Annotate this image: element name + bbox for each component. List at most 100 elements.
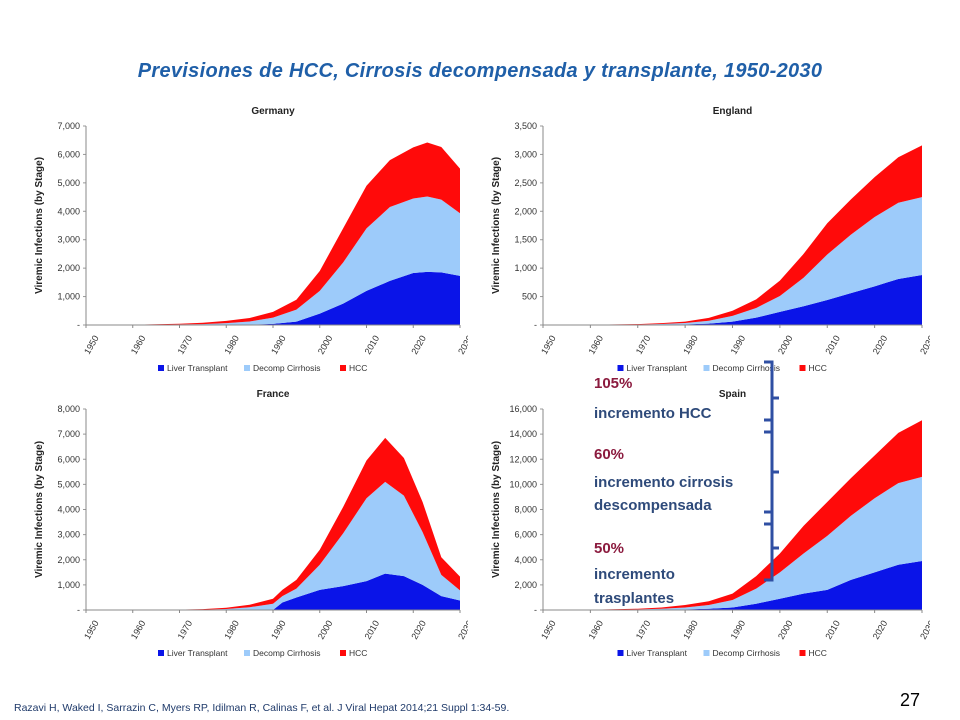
france-y-tick-label: 7,000: [57, 429, 80, 439]
france-y-tick-label: 3,000: [57, 530, 80, 540]
france-legend-swatch: [340, 650, 346, 656]
germany-y-tick-label: 4,000: [57, 206, 80, 216]
france-legend-swatch: [244, 650, 250, 656]
england-y-tick-label: 500: [522, 292, 537, 302]
germany-y-tick-label: 3,000: [57, 235, 80, 245]
hcc-increase-label: incremento HCC: [594, 405, 712, 422]
spain-area-decomp-cirrhosis: [543, 476, 922, 610]
france-legend-label: HCC: [349, 648, 367, 658]
england-y-axis-label: Viremic Infections (by Stage): [491, 157, 502, 294]
england-y-tick-label: 2,000: [514, 206, 537, 216]
spain-legend-label: Liver Transplant: [627, 648, 688, 658]
germany-legend-swatch: [244, 365, 250, 371]
spain-legend-swatch: [799, 650, 806, 656]
france-y-tick-label: 2,000: [57, 555, 80, 565]
france-y-tick-label: 1,000: [57, 580, 80, 590]
france-x-tick-label: 2030: [456, 619, 468, 641]
france-area-liver-transplant: [86, 573, 460, 610]
spain-legend-swatch: [703, 650, 710, 656]
spain-y-tick-label: 8,000: [514, 505, 537, 515]
germany-y-tick-label: 7,000: [57, 121, 80, 131]
chart-england: England Viremic Infections (by Stage) - 500…: [491, 106, 930, 373]
germany-legend-label: Decomp Cirrhosis: [253, 363, 321, 373]
germany-legend-label: Liver Transplant: [167, 363, 228, 373]
germany-y-tick-label: 1,000: [57, 292, 80, 302]
bracket-outer: [764, 360, 774, 582]
england-area-liver-transplant: [543, 274, 922, 325]
england-x-tick-label: 2030: [918, 334, 930, 356]
france-area-decomp-cirrhosis: [86, 481, 460, 610]
england-y-tick-label: -: [534, 320, 537, 330]
england-area-hcc: [543, 145, 922, 325]
france-legend-label: Decomp Cirrhosis: [253, 648, 321, 658]
france-y-tick-label: 5,000: [57, 479, 80, 489]
germany-y-tick-label: 5,000: [57, 178, 80, 188]
page-number: 27: [900, 690, 921, 710]
spain-legend-swatch: [617, 650, 624, 656]
france-y-axis-label: Viremic Infections (by Stage): [34, 441, 45, 578]
germany-area-liver-transplant: [86, 271, 460, 325]
spain-y-tick-label: 14,000: [509, 429, 537, 439]
cirrhosis-increase-label: incremento cirrosis: [594, 474, 734, 491]
germany-y-tick-label: 6,000: [57, 149, 80, 159]
spain-area-liver-transplant: [543, 561, 922, 610]
spain-area-hcc: [543, 420, 922, 610]
hcc-increase-percent: 105%: [594, 375, 633, 392]
chart-spain: Spain Viremic Infections (by Stage) - 2,000…: [491, 389, 930, 658]
chart-france: France Viremic Infections (by Stage) - 1,00…: [34, 389, 468, 658]
bracket-hcc-end: [764, 418, 774, 434]
germany-legend-swatch: [158, 365, 164, 371]
spain-y-tick-label: 6,000: [514, 530, 537, 540]
france-legend-label: Liver Transplant: [167, 648, 228, 658]
england-y-tick-label: 3,500: [514, 121, 537, 131]
cirrhosis-increase-percent: 60%: [594, 446, 625, 463]
england-legend-label: Liver Transplant: [627, 363, 688, 373]
england-legend-swatch: [617, 365, 624, 371]
spain-x-tick-label: 2030: [918, 619, 930, 641]
transplant-increase-label-2: trasplantes: [594, 590, 675, 607]
france-chart-title: France: [257, 389, 290, 400]
england-y-tick-label: 2,500: [514, 178, 537, 188]
spain-y-axis-label: Viremic Infections (by Stage): [491, 441, 502, 578]
france-y-tick-label: 6,000: [57, 454, 80, 464]
spain-legend-label: HCC: [809, 648, 827, 658]
england-legend-swatch: [799, 365, 806, 371]
germany-legend-swatch: [340, 365, 346, 371]
spain-y-tick-label: 12,000: [509, 454, 537, 464]
transplant-increase-percent: 50%: [594, 540, 625, 557]
spain-y-tick-label: 10,000: [509, 479, 537, 489]
england-legend-label: Decomp Cirrhosis: [713, 363, 781, 373]
germany-area-decomp-cirrhosis: [86, 196, 460, 325]
spain-y-tick-label: -: [534, 605, 537, 615]
spain-legend-label: Decomp Cirrhosis: [713, 648, 781, 658]
england-y-tick-label: 3,000: [514, 149, 537, 159]
germany-area-hcc: [86, 142, 460, 325]
germany-y-tick-label: 2,000: [57, 263, 80, 273]
france-y-tick-label: 8,000: [57, 404, 80, 414]
france-y-tick-label: -: [77, 605, 80, 615]
france-y-tick-label: 4,000: [57, 505, 80, 515]
transplant-increase-label: incremento: [594, 566, 675, 583]
germany-legend-label: HCC: [349, 363, 367, 373]
england-legend-label: HCC: [809, 363, 827, 373]
england-chart-title: England: [713, 106, 752, 117]
england-area-decomp-cirrhosis: [543, 197, 922, 325]
england-y-tick-label: 1,000: [514, 263, 537, 273]
citation-footer: Razavi H, Waked I, Sarrazin C, Myers RP,…: [14, 702, 510, 714]
spain-y-tick-label: 2,000: [514, 580, 537, 590]
cirrhosis-increase-label-2: descompensada: [594, 497, 712, 514]
spain-y-tick-label: 4,000: [514, 555, 537, 565]
england-y-tick-label: 1,500: [514, 235, 537, 245]
bracket-cirr-end: [764, 510, 774, 526]
germany-x-tick-label: 2030: [456, 334, 468, 356]
spain-chart-title: Spain: [719, 389, 746, 400]
spain-y-tick-label: 16,000: [509, 404, 537, 414]
germany-y-tick-label: -: [77, 320, 80, 330]
france-area-hcc: [86, 437, 460, 610]
england-legend-swatch: [703, 365, 710, 371]
france-legend-swatch: [158, 650, 164, 656]
germany-y-axis-label: Viremic Infections (by Stage): [34, 157, 45, 294]
germany-chart-title: Germany: [251, 106, 295, 117]
slide-title: Previsiones de HCC, Cirrosis decompensad…: [137, 60, 823, 82]
